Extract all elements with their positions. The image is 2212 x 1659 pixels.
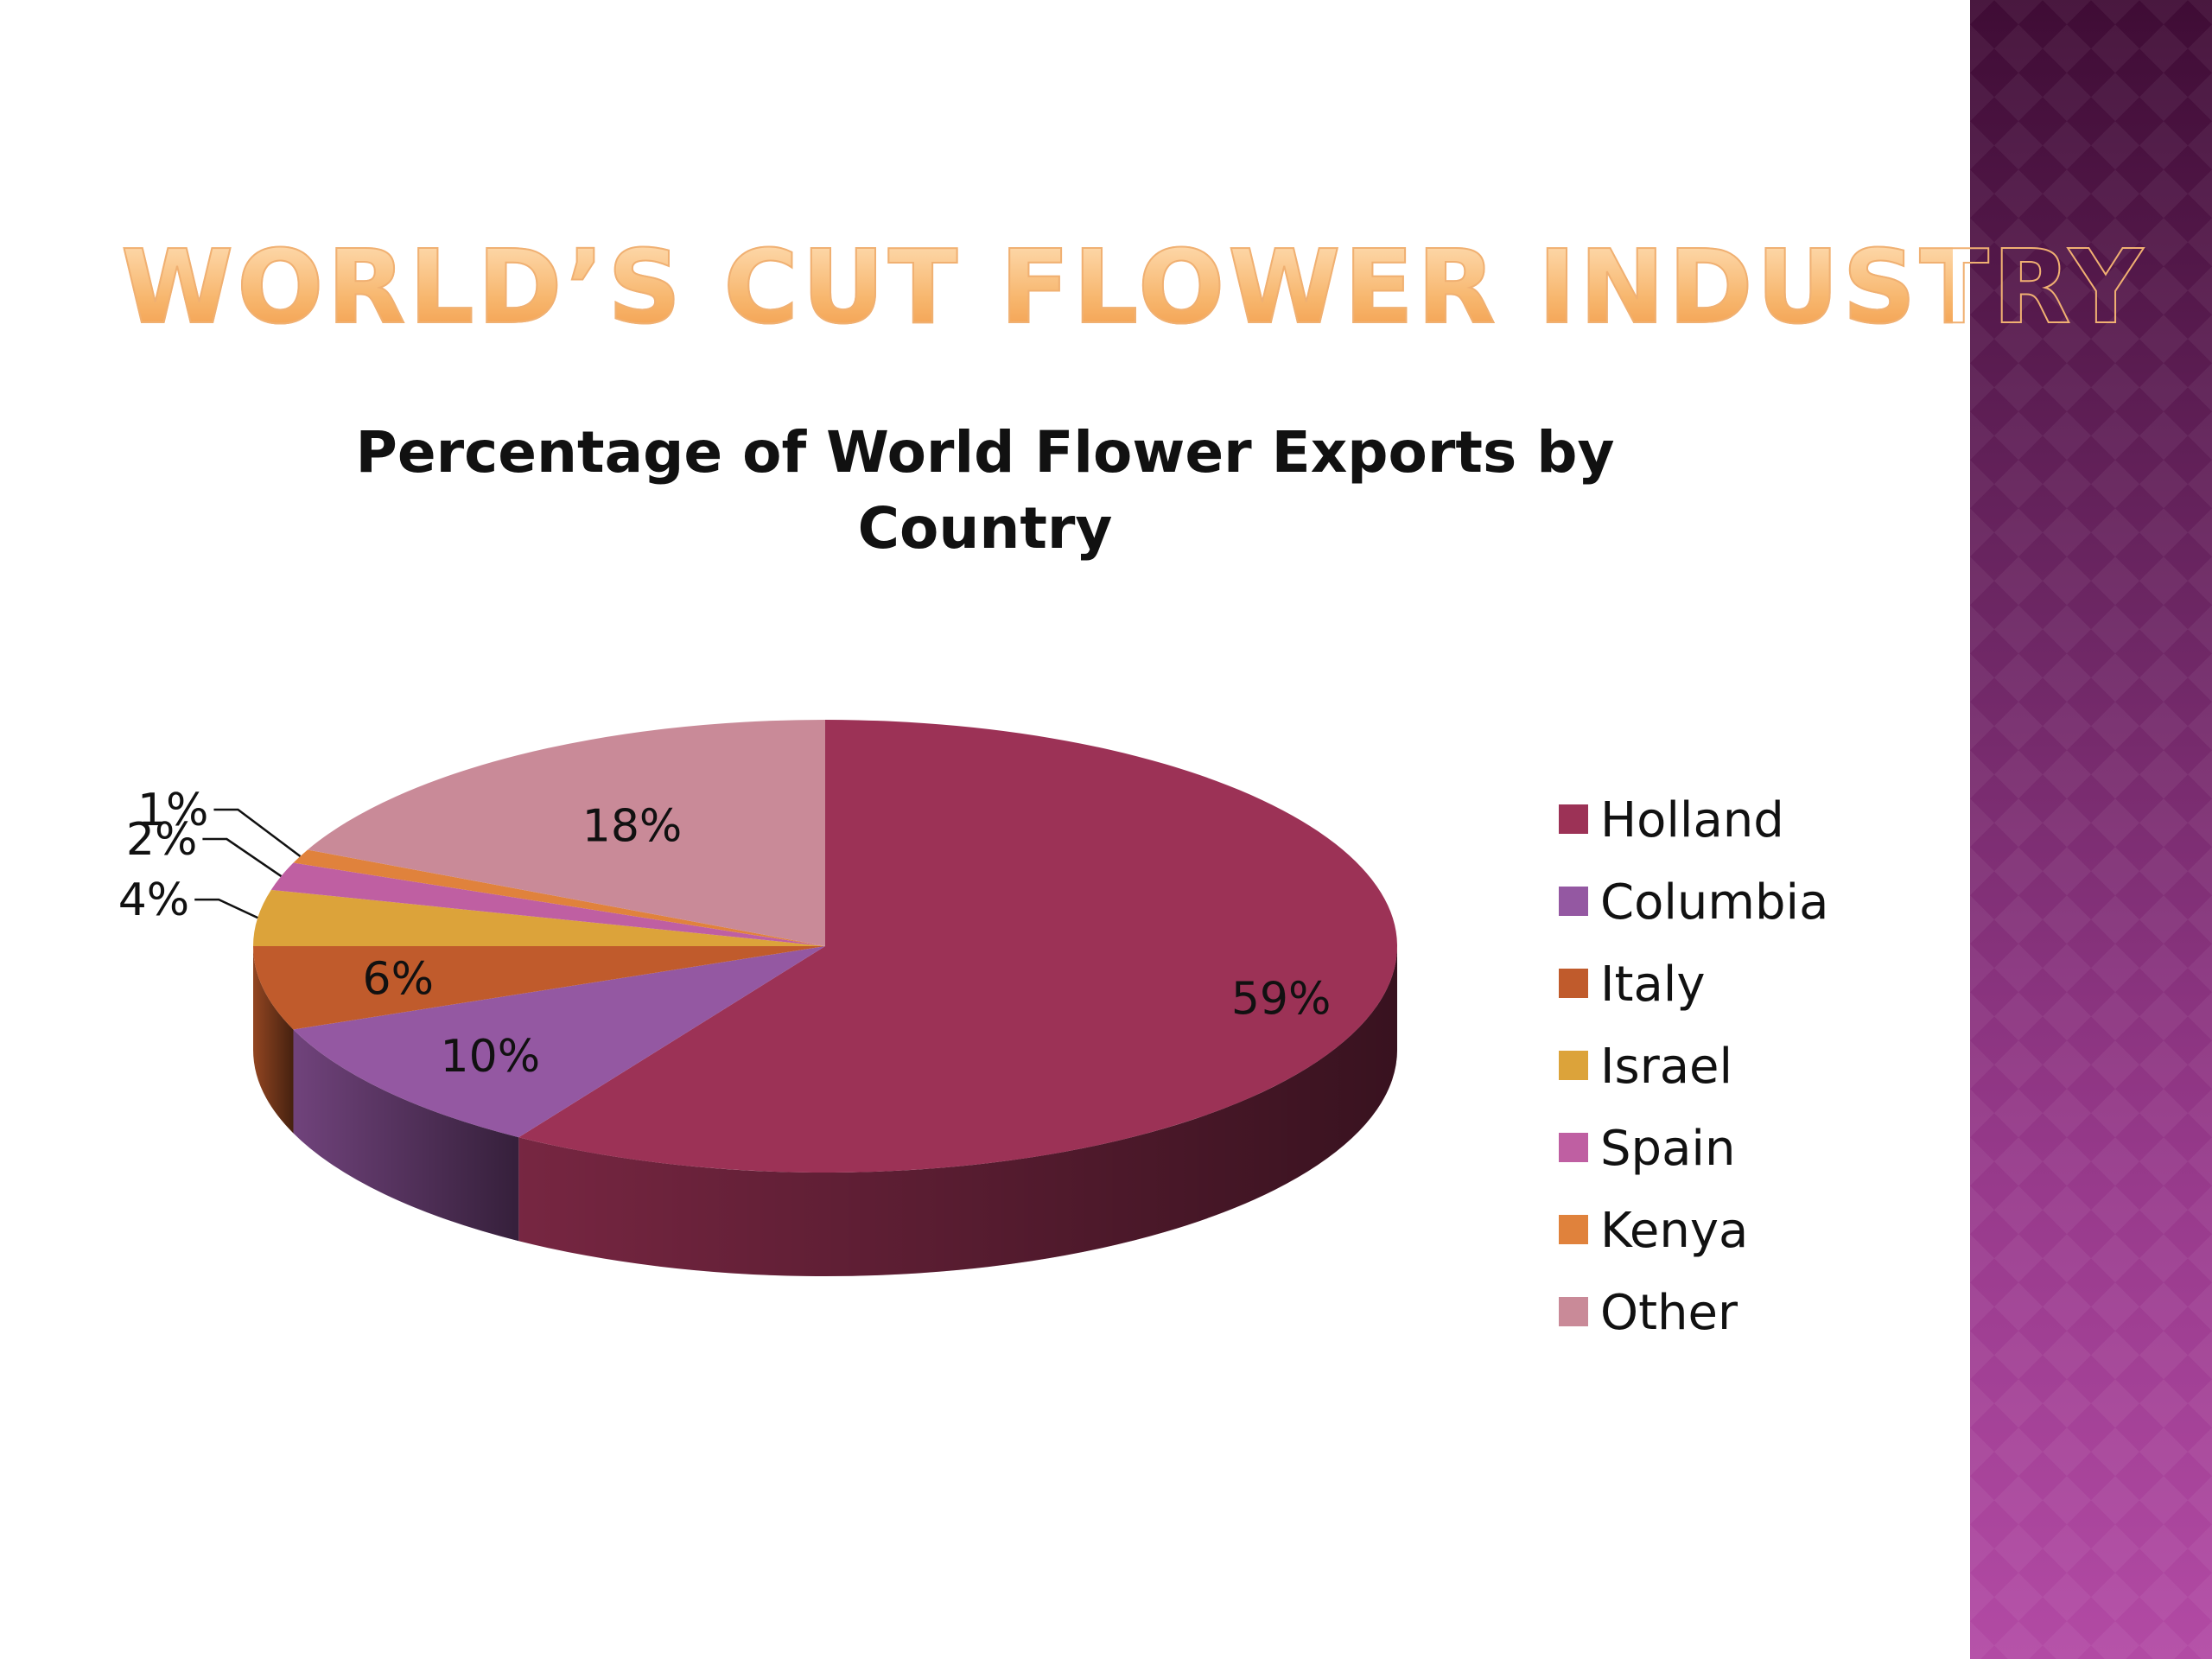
- legend-label-israel: Israel: [1600, 1039, 1732, 1095]
- legend-swatch-israel: [1559, 1051, 1588, 1080]
- slide-title: WORLD’S CUT FLOWER INDUSTRY: [120, 227, 2146, 346]
- data-label-holland: 59%: [1231, 974, 1332, 1026]
- leader-line-israel: [194, 898, 258, 919]
- data-label-spain: 2%: [126, 814, 198, 866]
- pie-side-shade-columbia: [293, 1029, 519, 1242]
- chart-title-line-1: Percentage of World Flower Exports by: [355, 419, 1614, 486]
- legend-item-other: Other: [1559, 1285, 1738, 1341]
- legend-label-holland: Holland: [1600, 792, 1784, 849]
- legend-swatch-columbia: [1559, 887, 1588, 916]
- legend-item-italy: Italy: [1559, 957, 1706, 1013]
- legend-item-spain: Spain: [1559, 1121, 1735, 1177]
- legend-item-columbia: Columbia: [1559, 874, 1828, 931]
- pie-slice-other: [308, 720, 825, 946]
- legend-swatch-italy: [1559, 969, 1588, 998]
- data-label-other: 18%: [582, 801, 683, 853]
- data-label-israel: 4%: [118, 874, 190, 926]
- chart-legend: Holland Columbia Italy Israel Spain Kenya Othe…: [1559, 792, 1828, 1341]
- leader-line-kenya: [213, 808, 302, 857]
- data-label-columbia: 10%: [441, 1031, 541, 1083]
- pie-side-shade-holland: [518, 946, 1397, 1276]
- legend-label-kenya: Kenya: [1600, 1203, 1748, 1259]
- data-labels: 59% 10%6% 4% 2%1% 18%: [118, 785, 1332, 1083]
- pie-slice-italy: [253, 946, 825, 1030]
- legend-label-italy: Italy: [1600, 957, 1706, 1013]
- data-label-italy: 6%: [363, 953, 435, 1005]
- data-label-kenya: 1%: [137, 785, 209, 836]
- pie-chart: Percentage of World Flower Exports by Co…: [118, 419, 1829, 1341]
- legend-item-holland: Holland: [1559, 792, 1784, 849]
- legend-swatch-other: [1559, 1297, 1588, 1326]
- pie-side-shade-italy: [253, 946, 294, 1134]
- chart-title-line-2: Country: [858, 495, 1113, 562]
- legend-swatch-spain: [1559, 1133, 1588, 1162]
- pie-slices: [253, 720, 1398, 1276]
- pie-slice-holland: [518, 720, 1398, 1173]
- legend-item-kenya: Kenya: [1559, 1203, 1748, 1259]
- legend-swatch-holland: [1559, 804, 1588, 834]
- pie-slice-israel: [253, 889, 825, 946]
- legend-swatch-kenya: [1559, 1215, 1588, 1244]
- leader-line-spain: [202, 837, 283, 878]
- legend-label-columbia: Columbia: [1600, 874, 1828, 931]
- pie-slice-spain: [270, 862, 825, 946]
- legend-label-spain: Spain: [1600, 1121, 1735, 1177]
- decorative-side-panel: [1970, 0, 2212, 1659]
- pie-slice-kenya: [293, 849, 825, 946]
- legend-item-israel: Israel: [1559, 1039, 1732, 1095]
- pie-slice-columbia: [293, 946, 825, 1138]
- legend-label-other: Other: [1600, 1285, 1738, 1341]
